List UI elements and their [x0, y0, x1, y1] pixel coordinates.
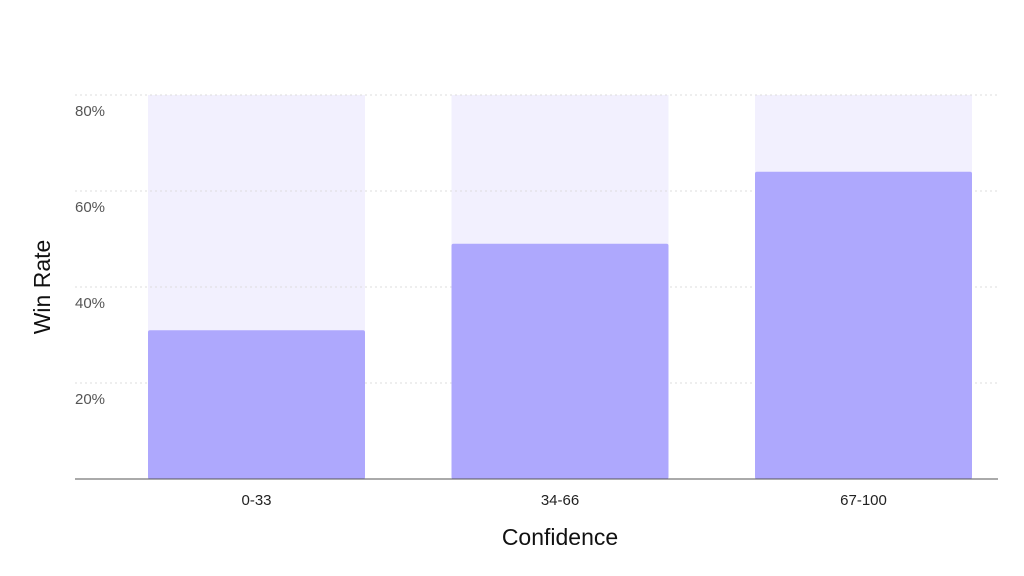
- x-tick-label: 0-33: [241, 492, 271, 509]
- y-tick-label: 80%: [75, 103, 105, 120]
- y-tick-label: 40%: [75, 295, 105, 312]
- y-tick-label: 60%: [75, 199, 105, 216]
- bar: [451, 243, 669, 479]
- x-tick-label: 34-66: [541, 492, 579, 509]
- x-axis-title: Confidence: [502, 524, 618, 550]
- bar: [148, 330, 365, 479]
- bar: [755, 171, 972, 480]
- x-tick-label: 67-100: [840, 492, 887, 509]
- y-tick-label: 20%: [75, 391, 105, 408]
- y-axis-title: Win Rate: [29, 240, 55, 335]
